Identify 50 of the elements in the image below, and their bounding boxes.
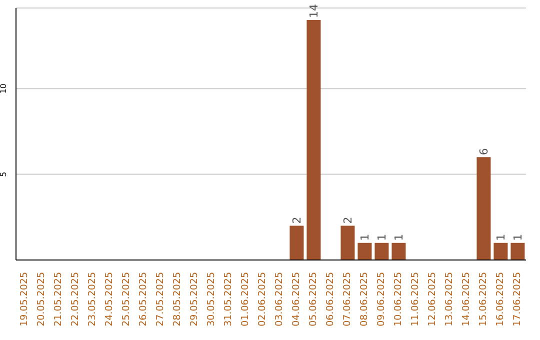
bar <box>494 242 508 260</box>
x-tick-label: 30.05.2025 <box>206 272 217 326</box>
bar <box>392 242 406 260</box>
data-label: 1 <box>494 234 508 241</box>
x-tick-label: 20.05.2025 <box>36 272 47 326</box>
x-tick-label: 11.06.2025 <box>410 272 421 326</box>
x-tick-label: 14.06.2025 <box>461 272 472 326</box>
data-label: 1 <box>358 234 372 241</box>
x-tick-label: 13.06.2025 <box>444 272 455 326</box>
bar <box>340 226 355 260</box>
data-label: 1 <box>392 234 406 241</box>
bar <box>306 20 321 260</box>
bar <box>510 242 525 260</box>
y-tick-label: 5 <box>0 172 8 177</box>
x-tick-label: 31.05.2025 <box>223 272 234 326</box>
x-tick-label: 02.06.2025 <box>257 272 268 326</box>
bar <box>476 157 491 260</box>
x-tick-label: 21.05.2025 <box>53 272 64 326</box>
data-label: 6 <box>478 148 491 156</box>
data-label: 1 <box>376 234 389 241</box>
data-label: 14 <box>308 4 321 18</box>
x-tick-label: 06.06.2025 <box>325 272 336 326</box>
x-tick-label: 12.06.2025 <box>427 272 438 326</box>
y-tick-label: 10 <box>0 83 8 94</box>
x-tick-label: 16.06.2025 <box>495 272 506 326</box>
x-tick-label: 07.06.2025 <box>342 272 353 326</box>
x-tick-label: 04.06.2025 <box>291 272 302 326</box>
x-tick-label: 28.05.2025 <box>172 272 183 326</box>
bar <box>374 242 389 260</box>
x-tick-label: 24.05.2025 <box>104 272 115 326</box>
bar <box>290 226 304 260</box>
x-tick-label: 10.06.2025 <box>393 272 404 326</box>
data-label: 1 <box>512 234 525 241</box>
x-tick-label: 05.06.2025 <box>308 272 319 326</box>
x-tick-label: 29.05.2025 <box>189 272 200 326</box>
x-tick-label: 01.06.2025 <box>240 272 251 326</box>
x-tick-label: 27.05.2025 <box>155 272 166 326</box>
bar <box>358 242 372 260</box>
x-tick-label: 17.06.2025 <box>512 272 523 326</box>
data-label: 2 <box>342 216 355 224</box>
x-tick-label: 22.05.2025 <box>70 272 81 326</box>
x-tick-label: 08.06.2025 <box>359 272 370 326</box>
x-tick-label: 23.05.2025 <box>87 272 98 326</box>
x-tick-label: 26.05.2025 <box>138 272 149 326</box>
x-tick-label: 25.05.2025 <box>121 272 132 326</box>
x-tick-label: 03.06.2025 <box>274 272 285 326</box>
data-label: 2 <box>290 216 304 224</box>
x-tick-label: 09.06.2025 <box>376 272 387 326</box>
x-tick-label: 15.06.2025 <box>478 272 489 326</box>
x-tick-label: 19.05.2025 <box>19 272 30 326</box>
